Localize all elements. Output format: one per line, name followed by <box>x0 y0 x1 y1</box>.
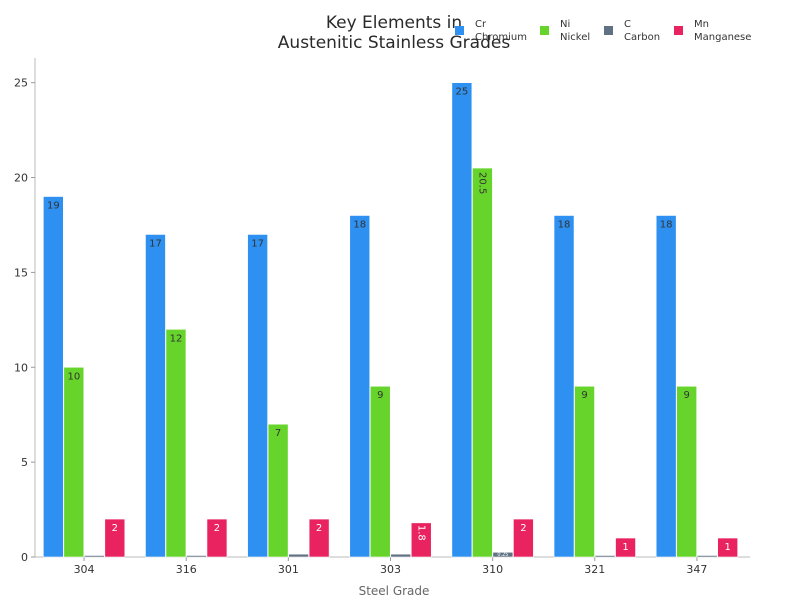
bar-label-ni-310: 20.5 <box>476 172 487 194</box>
chart-title-line-2: Austenitic Stainless Grades <box>278 33 511 53</box>
legend-sublabel: Manganese <box>694 32 751 43</box>
bar-label-mn-301: 2 <box>316 523 322 534</box>
bar-label-mn-316: 2 <box>214 523 220 534</box>
bar-label-cr-301: 17 <box>251 238 264 249</box>
bars <box>43 82 738 558</box>
x-tick-label: 301 <box>278 563 299 576</box>
bar-c-301 <box>288 553 309 558</box>
y-axis: 0 5 10 15 20 25 <box>14 58 36 564</box>
bar-mn-310 <box>513 518 534 558</box>
y-tick-label: 25 <box>14 77 28 90</box>
legend-label: Mn <box>694 19 709 30</box>
legend-item-c: C Carbon <box>604 19 660 43</box>
bar-cr-321 <box>553 215 575 558</box>
x-axis: 304 316 301 303 310 321 347 <box>35 556 750 576</box>
bar-c-347 <box>696 555 718 558</box>
bar-ni-347 <box>676 385 697 558</box>
bar-label-ni-304: 10 <box>67 371 80 382</box>
bar-cr-301 <box>247 234 268 558</box>
legend: Cr Chromium Ni Nickel C Carbon Mn Manganese <box>455 19 751 43</box>
bar-label-cr-316: 17 <box>149 238 162 249</box>
bar-cr-303 <box>349 215 371 558</box>
bar-ni-301 <box>267 423 289 558</box>
y-tick-label: 0 <box>21 551 28 564</box>
legend-label: Cr <box>475 19 487 30</box>
bar-cr-310 <box>451 82 473 558</box>
bar-label-mn-303: 1.8 <box>415 525 426 541</box>
bar-label-ni-303: 9 <box>377 390 383 401</box>
legend-label: C <box>624 19 631 30</box>
bar-label-cr-304: 19 <box>47 201 60 212</box>
legend-item-cr: Cr Chromium <box>455 19 527 43</box>
bar-ni-304 <box>63 366 85 558</box>
bar-mn-304 <box>104 518 126 558</box>
bar-c-316 <box>186 555 207 558</box>
y-tick-label: 20 <box>14 172 28 185</box>
bar-ni-316 <box>165 329 187 558</box>
bar-mn-316 <box>206 518 228 558</box>
bar-cr-316 <box>145 234 166 558</box>
bar-label-c-310: 0.25 <box>497 552 508 558</box>
legend-sublabel: Chromium <box>475 32 527 43</box>
x-tick-label: 347 <box>686 563 707 576</box>
legend-swatch <box>674 26 683 35</box>
bar-label-mn-304: 2 <box>112 523 118 534</box>
chart-title: Key Elements in Austenitic Stainless Gra… <box>278 13 511 53</box>
x-tick-label: 310 <box>482 563 503 576</box>
legend-swatch <box>455 26 464 35</box>
y-tick-label: 15 <box>14 266 28 279</box>
bar-mn-321 <box>615 537 636 558</box>
x-axis-title: Steel Grade <box>359 584 430 598</box>
x-tick-label: 304 <box>74 563 95 576</box>
legend-item-mn: Mn Manganese <box>674 19 751 43</box>
bar-c-304 <box>84 555 105 558</box>
bar-c-310 <box>492 551 514 558</box>
bar-label-mn-310: 2 <box>520 523 526 534</box>
legend-item-ni: Ni Nickel <box>540 19 590 43</box>
bar-label-cr-347: 18 <box>660 219 673 230</box>
legend-swatch <box>540 26 549 35</box>
bar-mn-347 <box>717 537 738 558</box>
bar-label-ni-301: 7 <box>275 428 281 439</box>
bar-ni-303 <box>369 385 391 558</box>
bar-mn-301 <box>308 518 330 558</box>
bar-label-cr-321: 18 <box>558 219 571 230</box>
bar-label-cr-310: 25 <box>456 87 469 98</box>
bar-labels: 19 10 2 17 12 2 17 7 2 18 9 1.8 25 20.5 0.25 2 18 9 1 18 9 1 <box>47 87 731 558</box>
bar-label-cr-303: 18 <box>353 219 366 230</box>
legend-sublabel: Nickel <box>560 32 590 43</box>
x-tick-label: 316 <box>176 563 197 576</box>
bar-label-mn-347: 1 <box>724 542 730 553</box>
bar-label-mn-321: 1 <box>622 542 628 553</box>
y-tick-label: 5 <box>21 456 28 469</box>
bar-cr-304 <box>43 196 64 558</box>
x-tick-label: 321 <box>584 563 605 576</box>
bar-ni-310 <box>472 167 493 558</box>
bar-c-303 <box>390 553 412 558</box>
bar-cr-347 <box>655 215 677 558</box>
chart-title-line-1: Key Elements in <box>326 13 462 33</box>
legend-label: Ni <box>560 19 570 30</box>
legend-swatch <box>604 26 613 35</box>
x-tick-label: 303 <box>380 563 401 576</box>
legend-sublabel: Carbon <box>624 32 660 43</box>
bar-mn-303 <box>410 522 432 558</box>
y-tick-label: 10 <box>14 361 28 374</box>
bar-label-ni-347: 9 <box>683 390 689 401</box>
bar-label-ni-316: 12 <box>170 333 183 344</box>
bar-c-321 <box>594 555 616 558</box>
bar-label-ni-321: 9 <box>581 390 587 401</box>
bar-ni-321 <box>574 385 595 558</box>
